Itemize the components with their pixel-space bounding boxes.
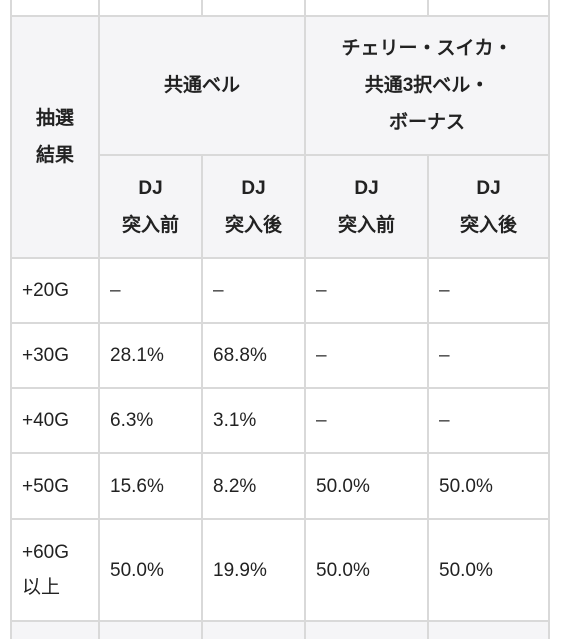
table-row: +30G 28.1% 68.8% – –: [10, 322, 550, 389]
table-cell: 19.9%: [201, 518, 306, 622]
table-cell: –: [98, 257, 203, 324]
sub-header-dj-after: DJ 突入後: [427, 154, 550, 259]
table-cell: –: [427, 257, 550, 324]
table-cell: –: [304, 387, 429, 454]
table-row: +20G – – – –: [10, 257, 550, 324]
cutoff-top-row: [10, 0, 550, 17]
row-label: +60G 以上: [10, 518, 100, 622]
table-cell: –: [304, 322, 429, 389]
table-cell: –: [427, 387, 550, 454]
table-cell: 50.0%: [304, 518, 429, 622]
table-cell: 8.2%: [201, 452, 306, 520]
table-cell: 15.6%: [98, 452, 203, 520]
table-cell: –: [304, 257, 429, 324]
table-cell: 50.0%: [304, 452, 429, 520]
cherry-suika-bonus-group-header: チェリー・スイカ・ 共通3択ベル・ ボーナス: [304, 15, 550, 156]
row-label: +30G: [10, 322, 100, 389]
table-cell: 68.8%: [201, 322, 306, 389]
table-cell: 50.0%: [427, 452, 550, 520]
table-cell: –: [201, 257, 306, 324]
header-row-groups: 抽選 結果 共通ベル チェリー・スイカ・ 共通3択ベル・ ボーナス: [10, 15, 550, 259]
row-label: +40G: [10, 387, 100, 454]
table-cell: 6.3%: [98, 387, 203, 454]
sub-header-dj-before: DJ 突入前: [98, 154, 203, 259]
table-cell: 3.1%: [201, 387, 306, 454]
sub-header-dj-after: DJ 突入後: [201, 154, 306, 259]
sub-header-dj-before: DJ 突入前: [304, 154, 429, 259]
table-cell: 50.0%: [98, 518, 203, 622]
table-row: +50G 15.6% 8.2% 50.0% 50.0%: [10, 452, 550, 520]
table-row: +60G 以上 50.0% 19.9% 50.0% 50.0%: [10, 518, 550, 622]
common-bell-group-header: 共通ベル: [98, 15, 306, 156]
probability-table: 抽選 結果 共通ベル チェリー・スイカ・ 共通3択ベル・ ボーナス DJ 突入前…: [10, 0, 550, 639]
table-row: +40G 6.3% 3.1% – –: [10, 387, 550, 454]
result-column-header: 抽選 結果: [10, 15, 100, 259]
row-label: +20G: [10, 257, 100, 324]
table-cell: 28.1%: [98, 322, 203, 389]
row-label: +50G: [10, 452, 100, 520]
header-row-sub: DJ 突入前 DJ 突入後 DJ 突入前 DJ 突入後: [11, 154, 550, 259]
cutoff-bottom-row: [10, 620, 550, 639]
table-cell: 50.0%: [427, 518, 550, 622]
table-cell: –: [427, 322, 550, 389]
